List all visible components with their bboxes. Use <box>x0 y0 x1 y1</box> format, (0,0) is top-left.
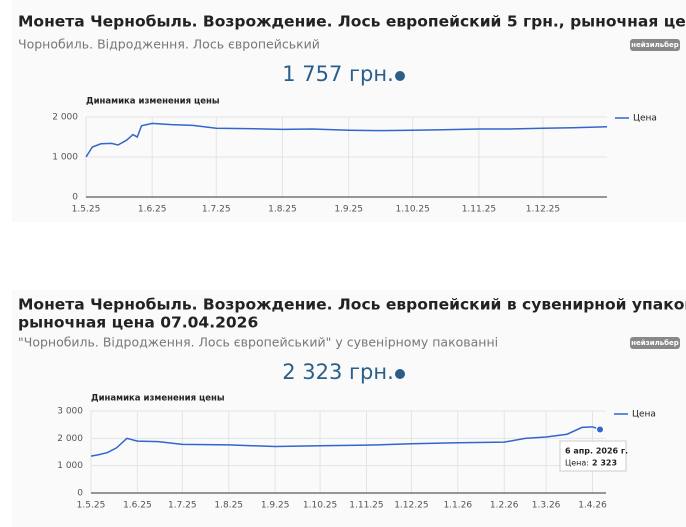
subtitle: "Чорнобиль. Відродження. Лось європейськ… <box>18 335 498 350</box>
badge-bg <box>630 337 680 349</box>
x-tick-label: 1.2.26 <box>490 501 519 511</box>
x-tick-label: 1.9.25 <box>334 205 363 215</box>
y-tick-label: 0 <box>72 193 78 203</box>
heading: рыночная цена 07.04.2026 <box>18 314 258 332</box>
x-tick-label: 1.4.26 <box>578 501 607 511</box>
x-tick-label: 1.11.25 <box>349 501 383 511</box>
point-marker <box>596 425 605 434</box>
line <box>85 122 608 158</box>
x-tick-label: 1.7.25 <box>168 501 197 511</box>
price: 2 323 грн. <box>282 360 394 384</box>
legend-label: Цена <box>632 410 656 420</box>
price: 1 757 грн. <box>282 62 394 86</box>
legend-label: Цена <box>633 114 657 124</box>
x-tick-label: 1.6.25 <box>138 205 167 215</box>
x-tick-label: 1.8.25 <box>214 501 243 511</box>
x-tick-label: 1.10.25 <box>303 501 337 511</box>
x-tick-label: 1.8.25 <box>268 205 297 215</box>
badge: нейзильбер <box>631 339 679 347</box>
x-tick-label: 1.9.25 <box>261 501 290 511</box>
heading: Монета Чернобыль. Возрождение. Лось евро… <box>18 296 686 314</box>
chart-title: Динамика изменения цены <box>91 394 225 404</box>
x-tick-label: 1.5.25 <box>72 205 101 215</box>
y-tick-label: 2 000 <box>57 434 83 444</box>
x-tick-label: 1.1.26 <box>443 501 472 511</box>
globe-icon <box>395 71 405 81</box>
y-tick-label: 2 000 <box>52 113 78 123</box>
y-tick-label: 1 000 <box>52 153 78 163</box>
globe-icon <box>395 369 405 379</box>
tooltip-value: 2 323 <box>592 459 617 468</box>
badge: нейзильбер <box>631 41 679 49</box>
y-tick-label: 1 000 <box>57 461 83 471</box>
line <box>90 426 601 457</box>
tooltip-box <box>559 440 627 472</box>
x-tick-label: 1.3.26 <box>532 501 561 511</box>
x-tick-label: 1.11.25 <box>462 205 496 215</box>
y-tick-label: 3 000 <box>57 407 83 417</box>
x-tick-label: 1.12.25 <box>394 501 428 511</box>
x-tick-label: 1.12.25 <box>526 205 560 215</box>
heading: Монета Чернобыль. Возрождение. Лось евро… <box>18 13 686 31</box>
x-tick-label: 1.10.25 <box>396 205 430 215</box>
card-bg <box>12 290 686 527</box>
badge-bg <box>630 39 680 51</box>
x-tick-label: 1.7.25 <box>202 205 231 215</box>
y-tick-label: 0 <box>77 489 83 499</box>
x-tick-label: 1.6.25 <box>123 501 152 511</box>
subtitle: Чорнобиль. Відродження. Лось європейськи… <box>18 37 320 52</box>
tooltip-title: 6 апр. 2026 г. <box>565 447 628 456</box>
x-tick-label: 1.5.25 <box>77 501 106 511</box>
tooltip-name: Цена: <box>565 459 589 468</box>
chart-title: Динамика изменения цены <box>86 97 220 107</box>
